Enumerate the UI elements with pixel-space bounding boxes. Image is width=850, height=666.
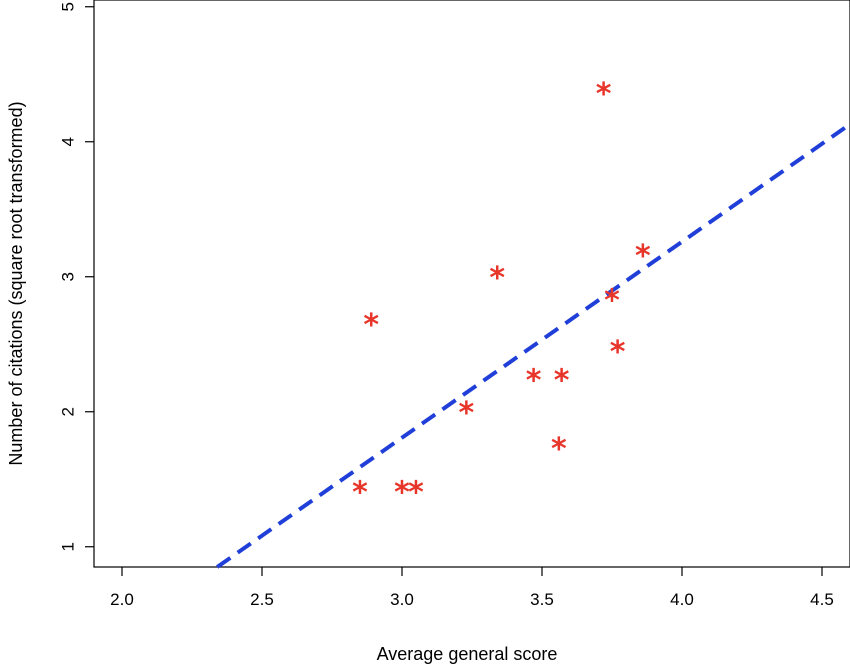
data-point: * [596,77,612,112]
data-point: * [635,239,651,274]
y-tick-label: 3 [59,272,78,281]
data-point: * [352,475,368,510]
data-point: * [489,261,505,296]
data-points: ************* [352,77,651,510]
data-point: * [394,475,410,510]
data-point: * [363,308,379,343]
x-axis-label: Average general score [377,644,558,664]
x-tick-label: 4.5 [810,590,834,609]
data-point: * [604,284,620,319]
x-axis: 2.0 2.5 3.0 3.5 4.0 4.5 [110,567,834,609]
regression-line [216,122,850,569]
data-point: * [554,363,570,398]
y-tick-label: 4 [59,137,78,146]
y-tick-label: 5 [59,2,78,11]
y-axis-label: Number of citations (square root transfo… [6,101,26,465]
data-point: * [408,475,424,510]
x-tick-label: 3.5 [530,590,554,609]
x-tick-label: 4.0 [670,590,694,609]
y-axis: 1 2 3 4 5 [59,2,94,551]
data-point: * [610,335,626,370]
data-point: * [459,396,475,431]
data-point: * [526,363,542,398]
plot-frame [93,0,850,568]
x-tick-label: 2.0 [110,590,134,609]
x-tick-label: 2.5 [250,590,274,609]
x-tick-label: 3.0 [390,590,414,609]
y-tick-label: 1 [59,542,78,551]
y-tick-label: 2 [59,407,78,416]
data-point: * [551,432,567,467]
